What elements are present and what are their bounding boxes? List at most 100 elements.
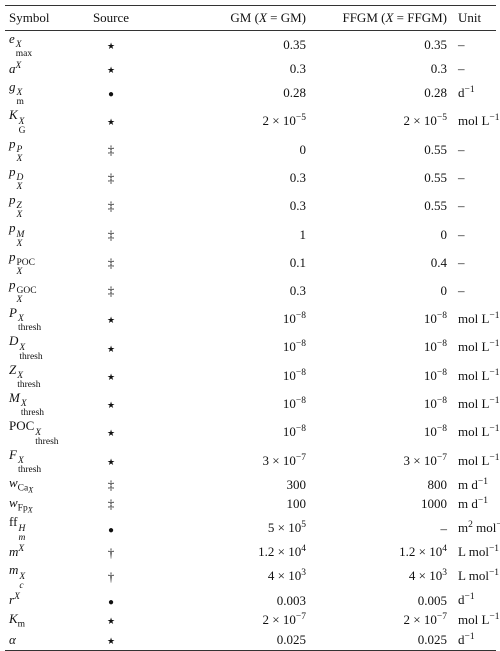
table-cell: ★	[81, 390, 141, 418]
text-run: X	[18, 116, 25, 127]
table-cell: 0.025	[313, 630, 454, 651]
text-run: FFGM (	[342, 10, 386, 25]
table-cell: ‡	[81, 249, 141, 277]
text-run: Unit	[458, 10, 482, 25]
text-run: X	[28, 485, 34, 495]
text-run: mol	[472, 520, 497, 536]
text-run: 0.3	[289, 198, 306, 214]
table-cell: ‡	[81, 277, 141, 305]
table-cell: 0.3	[141, 277, 313, 305]
text-run: ff	[9, 514, 18, 530]
text-run: X	[16, 266, 23, 277]
text-run: −1	[489, 424, 500, 435]
text-run: †	[107, 544, 115, 560]
text-run: ‡	[107, 226, 115, 242]
text-run: D	[9, 333, 19, 349]
text-run: 4 × 10	[267, 568, 302, 584]
text-run: 0	[299, 141, 307, 157]
table-row: K X G ★ 2 × 10−5 2 × 10−5 mol L−1	[5, 107, 500, 135]
text-run: X	[18, 544, 25, 555]
text-run: X	[16, 238, 23, 249]
table-row: p P X ‡ 0 0.55–	[5, 136, 496, 164]
text-run: –	[440, 520, 448, 536]
text-run: 3	[301, 568, 306, 579]
text-run: X	[20, 399, 27, 410]
text-run: X	[15, 40, 22, 51]
text-run: −8	[295, 339, 306, 350]
text-run: 0	[440, 283, 448, 299]
table-cell: 0.1	[141, 249, 313, 277]
text-run: p	[9, 135, 16, 151]
text-run: X	[16, 153, 23, 164]
table-cell: 1.2 × 104	[141, 543, 313, 563]
table-cell: 2 × 10−5	[141, 107, 313, 135]
table-cell: mol L−1	[454, 107, 500, 135]
text-run: Fp	[17, 502, 28, 513]
text-run: ‡	[107, 476, 115, 492]
text-run: 0.003	[276, 592, 306, 608]
table-cell: mol L−1	[454, 362, 500, 390]
text-run: ‡	[107, 283, 115, 299]
text-run: thresh	[35, 436, 59, 447]
table-cell: 0.28	[313, 79, 454, 107]
table-cell: 0.003	[141, 591, 313, 611]
table-cell: m d−1	[454, 495, 496, 515]
text-run: −1	[489, 396, 500, 406]
table-row: α ★ 0.025 0.025 d−1	[5, 630, 496, 651]
table-row: aX ★ 0.3 0.3–	[5, 59, 496, 79]
text-run: –	[458, 226, 465, 242]
table-cell: ★	[81, 305, 141, 333]
text-run: −1	[489, 113, 500, 124]
text-run: P	[16, 144, 23, 155]
text-run: −8	[436, 367, 447, 378]
table-cell: 10−8	[313, 390, 454, 418]
text-run: m	[9, 544, 19, 560]
text-run: thresh	[17, 464, 42, 475]
text-run: −1	[489, 311, 500, 322]
table-cell: d−1	[454, 591, 496, 611]
table-cell: 0.55	[313, 192, 454, 220]
text-run: –	[458, 141, 465, 157]
text-run: mol L	[458, 612, 490, 628]
text-run: X	[16, 210, 23, 221]
text-run: −1	[464, 632, 475, 643]
text-run: −1	[464, 85, 475, 96]
text-run: p	[9, 276, 16, 292]
text-run: ★	[106, 400, 116, 411]
text-run: GM (	[230, 10, 259, 25]
text-run: 0.4	[430, 254, 447, 270]
table-cell: 0.3	[141, 192, 313, 220]
table-cell: –	[313, 514, 454, 542]
text-run: X	[19, 571, 26, 582]
table-cell: 100	[141, 495, 313, 515]
text-run: −8	[436, 396, 447, 406]
text-run: ★	[106, 636, 116, 647]
text-run: Z	[9, 361, 17, 377]
text-run: = GM)	[266, 10, 306, 25]
table-cell: 3 × 10−7	[313, 447, 454, 475]
table-cell: –	[454, 192, 496, 220]
text-run: p	[9, 248, 16, 264]
table-row: p Z X ‡ 0.3 0.55–	[5, 192, 496, 220]
table-cell: p GOC X	[5, 277, 81, 305]
header-cell: Source	[81, 5, 141, 31]
table-cell: ★	[81, 611, 141, 631]
table-row: rX ● 0.003 0.005 d−1	[5, 591, 496, 611]
text-run: P	[9, 305, 17, 321]
table-row: p M X ‡ 1 0–	[5, 220, 496, 248]
text-run: F	[9, 446, 17, 462]
text-run: m	[18, 532, 26, 543]
table-cell: 800	[313, 475, 454, 495]
text-run: 1.2 × 10	[258, 544, 302, 560]
header-cell: FFGM (X = FFGM)	[313, 5, 454, 31]
table-cell: 10−8	[313, 362, 454, 390]
text-run: p	[9, 220, 16, 236]
text-run: −7	[436, 452, 447, 463]
text-run: = FFGM)	[393, 10, 447, 25]
table-cell: 0.28	[141, 79, 313, 107]
